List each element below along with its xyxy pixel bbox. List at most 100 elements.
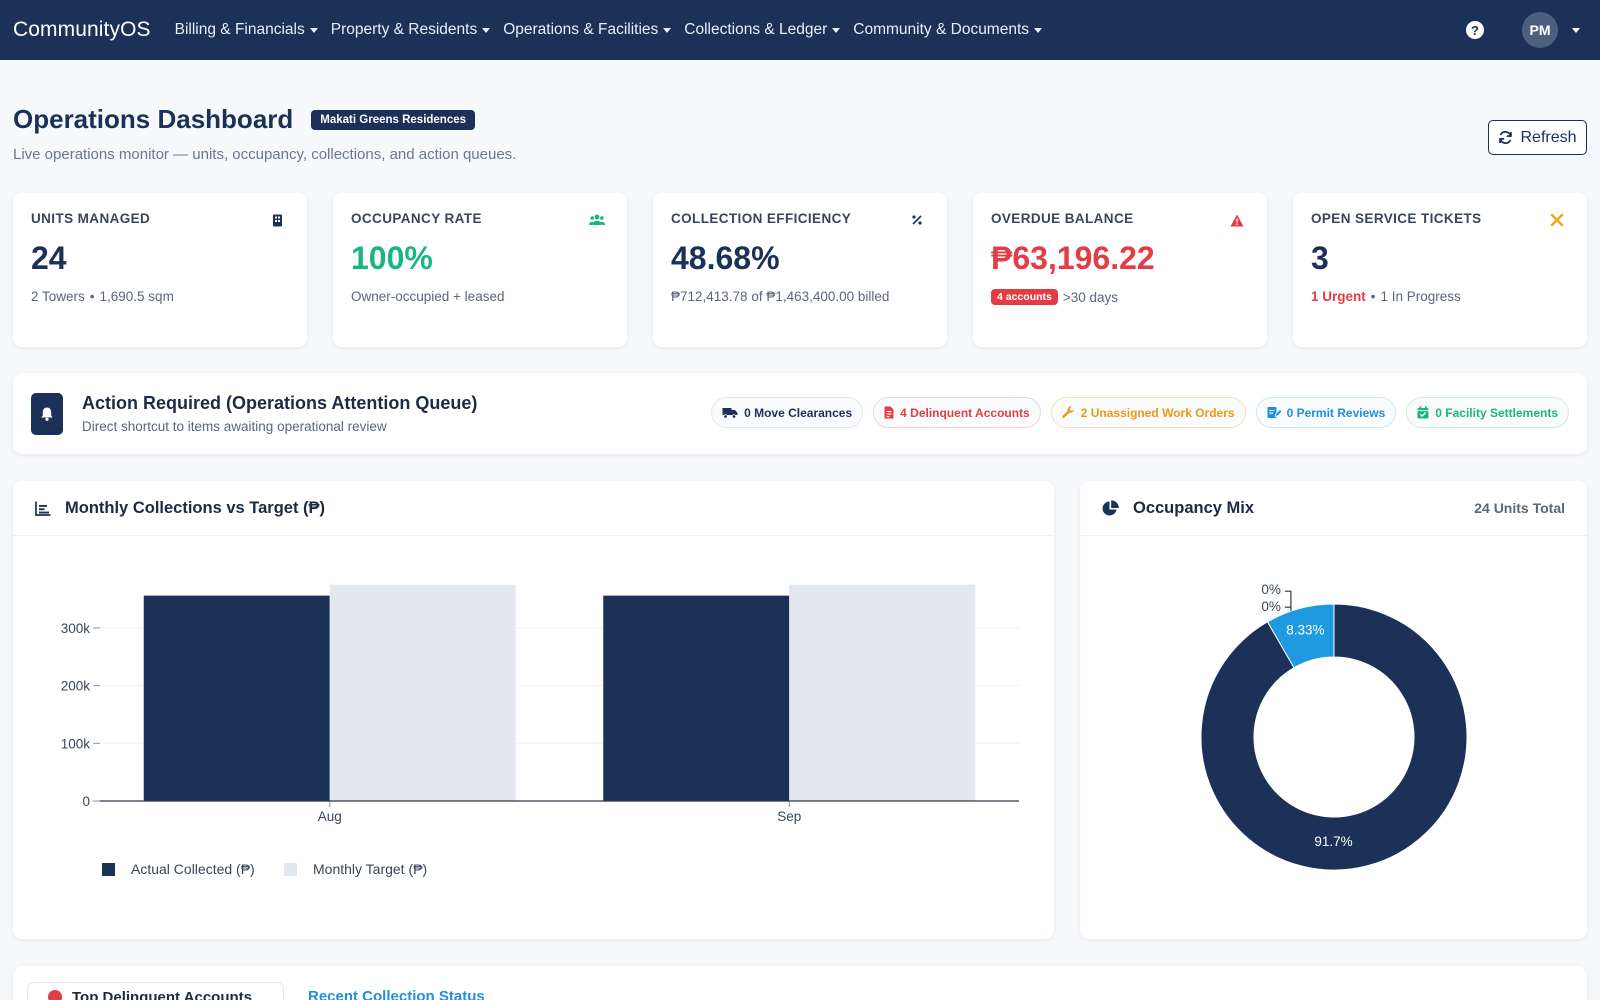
y-tick-label: 300k [61,621,91,636]
slice-8-33 [1266,603,1335,669]
kpi-label: UNITS MANAGED [31,211,151,226]
bar-aug-target [329,584,516,801]
refresh-label: Refresh [1520,128,1577,146]
tab-top-delinquent[interactable]: Top Delinquent Accounts [27,982,284,1000]
kpi-label: COLLECTION EFFICIENCY [671,211,852,226]
legend-label: Actual Collected (₱) [131,861,255,877]
kpi-sub: 4 accounts >30 days [991,289,1249,305]
action-subtitle: Direct shortcut to items awaiting operat… [82,419,387,434]
card-title: Monthly Collections vs Target (₱) [65,498,326,517]
chevron-down-icon [309,28,318,33]
slice-label: 8.33% [1286,622,1324,637]
percent-icon [909,212,925,228]
kpi-label: OPEN SERVICE TICKETS [1311,211,1482,226]
kpi-value: 24 [31,240,67,276]
kpi-open-service-tickets: OPEN SERVICE TICKETS 3 1 Urgent • 1 In Pro… [1293,193,1587,347]
slice-label-zero: 0% [1261,599,1281,614]
bar-chart-icon [35,501,51,516]
kpi-sub: Owner-occupied + leased [351,289,505,304]
legend-swatch [284,863,297,876]
x-tick-label: Aug [318,809,342,824]
page-title: Operations Dashboard [13,104,294,134]
card-title: Occupancy Mix [1133,498,1255,517]
card-header: Monthly Collections vs Target (₱) [13,481,1054,536]
calendar-check-icon [1417,406,1429,419]
legend-label: Monthly Target (₱) [313,861,427,877]
truck-icon [722,407,738,419]
kpi-collection-efficiency: COLLECTION EFFICIENCY 48.68% ₱712,413.78… [653,193,947,347]
chevron-down-icon [1034,28,1043,33]
unassigned-work-orders-button[interactable]: 2 Unassigned Work Orders [1050,397,1246,428]
kpi-value: 100% [351,240,433,276]
nav-operations-facilities[interactable]: Operations & Facilities [503,21,672,39]
nav-menus: Billing & Financials Property & Resident… [175,21,1055,39]
y-tick-label: 0 [82,794,90,809]
collections-bar-chart: 0 100k 200k 300k Aug Sep Actual Collected (₱) M… [61,584,1019,877]
invoice-icon [884,406,894,419]
slice-label: 91.7% [1314,834,1352,849]
kpi-overdue-balance: OVERDUE BALANCE ₱63,196.22 4 accounts >30… [973,193,1267,347]
kpi-row: UNITS MANAGED 24 2 Towers • 1,690.5 sqm OC… [13,193,1587,347]
leader-line [1284,590,1292,612]
help-icon[interactable]: ? [1466,21,1484,39]
avatar[interactable]: PM [1522,12,1558,48]
kpi-sub: 2 Towers • 1,690.5 sqm [31,289,174,304]
page-header: Operations Dashboard Makati Greens Resid… [13,104,1587,174]
kpi-sub: 1 Urgent • 1 In Progress [1311,289,1461,304]
kpi-occupancy-rate: OCCUPANCY RATE 100% Owner-occupied + lea… [333,193,627,347]
chevron-down-icon [832,28,841,33]
urgent-count: 1 Urgent [1311,289,1366,304]
move-clearances-button[interactable]: 0 Move Clearances [711,397,864,428]
kpi-value: 48.68% [671,240,780,276]
kpi-sub: ₱712,413.78 of ₱1,463,400.00 billed [671,289,890,304]
wrench-icon [1062,406,1074,418]
bar-sep-target [789,584,976,801]
action-shortcuts: 0 Move Clearances 4 Delinquent Accounts … [711,397,1569,428]
action-title: Action Required (Operations Attention Qu… [82,393,478,413]
bar-sep-actual [603,595,790,801]
property-badge: Makati Greens Residences [311,109,476,130]
bar-aug-actual [143,595,330,801]
card-header: Occupancy Mix 24 Units Total [1080,481,1587,536]
top-navbar: CommunityOS Billing & Financials Propert… [0,0,1600,60]
tab-recent-collection[interactable]: Recent Collection Status [308,988,485,1000]
action-required-panel: Action Required (Operations Attention Qu… [13,373,1587,454]
nav-collections-ledger[interactable]: Collections & Ledger [684,21,841,39]
page-subtitle: Live operations monitor — units, occupan… [13,146,517,163]
bell-icon [31,392,63,435]
facility-settlements-button[interactable]: 0 Facility Settlements [1406,397,1569,428]
warning-icon [1229,212,1245,228]
x-tick-label: Sep [777,809,801,824]
refresh-icon [1499,130,1513,145]
occupancy-mix-card: Occupancy Mix 24 Units Total 91.7% 8.33% 0… [1080,481,1587,939]
users-icon [589,212,605,228]
user-menu-chevron-icon[interactable] [1572,28,1580,33]
nav-billing-financials[interactable]: Billing & Financials [175,21,318,39]
tools-icon [1549,212,1565,228]
y-tick-label: 200k [61,679,91,694]
brand-logo[interactable]: CommunityOS [13,18,151,41]
pie-chart-icon [1102,499,1119,515]
clipboard-edit-icon [1267,407,1281,418]
slice-label-zero: 0% [1261,582,1281,597]
nav-right: ? PM [1466,0,1580,60]
occupancy-donut-chart: 91.7% 8.33% 0% 0% [1200,582,1468,871]
y-tick-label: 100k [61,736,91,751]
alert-icon [48,990,62,1000]
slice-91-7 [1200,603,1468,871]
kpi-label: OCCUPANCY RATE [351,211,482,226]
overdue-accounts-badge: 4 accounts [991,289,1058,305]
building-icon [269,212,285,228]
refresh-button[interactable]: Refresh [1488,120,1587,155]
units-total: 24 Units Total [1474,500,1565,516]
nav-community-documents[interactable]: Community & Documents [853,21,1043,39]
permit-reviews-button[interactable]: 0 Permit Reviews [1255,397,1397,428]
kpi-label: OVERDUE BALANCE [991,211,1134,226]
delinquent-accounts-button[interactable]: 4 Delinquent Accounts [873,397,1041,428]
chevron-down-icon [663,28,672,33]
kpi-value: 3 [1311,240,1329,276]
legend-swatch [102,863,115,876]
monthly-collections-card: Monthly Collections vs Target (₱) 0 100k 2… [13,481,1054,939]
nav-property-residents[interactable]: Property & Residents [331,21,491,39]
kpi-value: ₱63,196.22 [991,240,1155,276]
